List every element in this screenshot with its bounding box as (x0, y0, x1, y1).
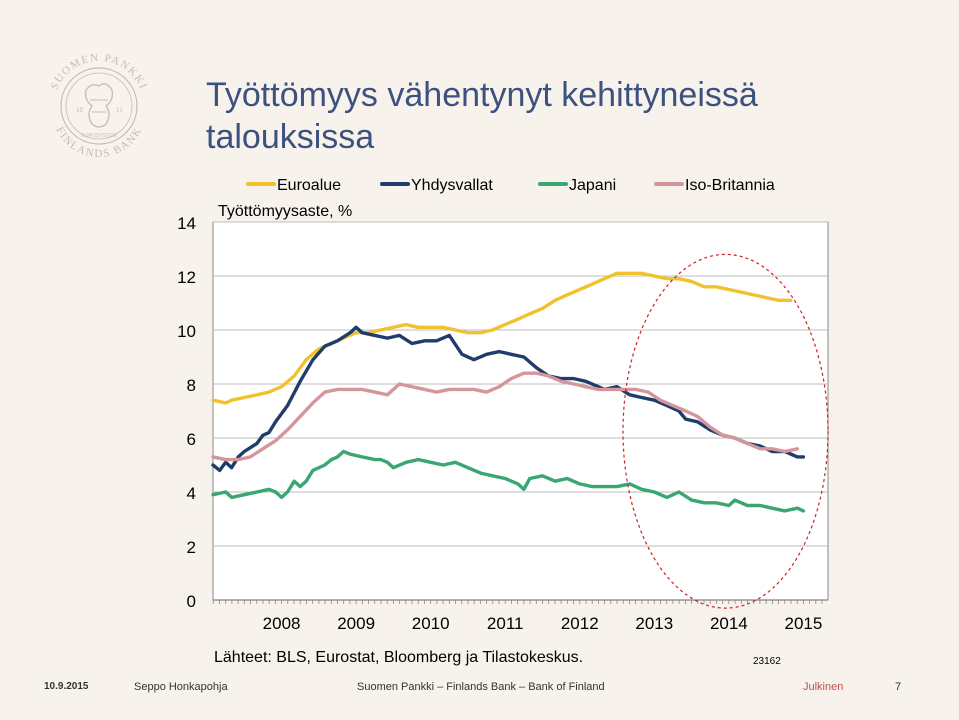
footer-organization: Suomen Pankki – Finlands Bank – Bank of … (357, 681, 605, 693)
y-axis-label: Työttömyysaste, % (218, 203, 352, 220)
logo-text-inner: EUROSYSTEM (81, 133, 116, 139)
footer-date: 10.9.2015 (44, 681, 89, 692)
chart-source: Lähteet: BLS, Eurostat, Bloomberg ja Til… (214, 649, 583, 666)
legend-label: Iso-Britannia (685, 177, 775, 194)
logo-year-left: 18 (76, 106, 84, 114)
slide-title: Työttömyys vähentynyt kehittyneissä talo… (206, 76, 758, 156)
y-tick-label: 10 (177, 322, 196, 341)
legend-label: Euroalue (277, 177, 341, 194)
y-tick-label: 0 (187, 592, 196, 611)
chart-text: Työttömyysaste, % Lähteet: BLS, Eurostat,… (214, 203, 781, 667)
x-tick-label: 2013 (635, 614, 673, 633)
y-tick-label: 8 (187, 376, 196, 395)
series-line-iso-britannia (211, 371, 800, 462)
y-tick-label: 2 (187, 538, 196, 557)
x-tick-label: 2009 (337, 614, 375, 633)
chart-series (211, 271, 806, 513)
logo-year-right: 11 (116, 106, 123, 114)
bank-logo: SUOMEN PANKKI FINLANDS BANK 18 11 EUROSY… (48, 52, 148, 160)
y-tick-label: 4 (187, 484, 196, 503)
legend-label: Yhdysvallat (411, 177, 493, 194)
highlight-ellipse (622, 253, 829, 609)
legend-label: Japani (569, 177, 616, 194)
chart-annotation (622, 253, 829, 609)
logo-seal (60, 67, 138, 145)
x-tick-label: 2012 (561, 614, 599, 633)
series-line-euroalue (211, 271, 793, 405)
x-tick-label: 2008 (263, 614, 301, 633)
chart-legend: Euroalue Yhdysvallat Japani Iso-Britannia (246, 177, 775, 194)
x-tick-label: 2015 (784, 614, 822, 633)
series-line-yhdysvallat (211, 325, 806, 473)
y-tick-label: 6 (187, 430, 196, 449)
x-tick-label: 2010 (412, 614, 450, 633)
series-line-japani (211, 449, 806, 513)
footer-page-number: 7 (895, 681, 902, 693)
footer-classification: Julkinen (803, 681, 844, 693)
x-tick-label: 2011 (487, 614, 524, 633)
y-tick-label: 14 (177, 214, 196, 233)
x-tick-label: 2014 (710, 614, 748, 633)
chart-id: 23162 (753, 656, 781, 667)
y-tick-label: 12 (177, 268, 196, 287)
chart-axes: 0 2 4 6 8 10 12 14 2008 2009 2010 2011 2012 2013 2014 2… (177, 214, 828, 633)
footer-author: Seppo Honkapohja (134, 681, 228, 693)
